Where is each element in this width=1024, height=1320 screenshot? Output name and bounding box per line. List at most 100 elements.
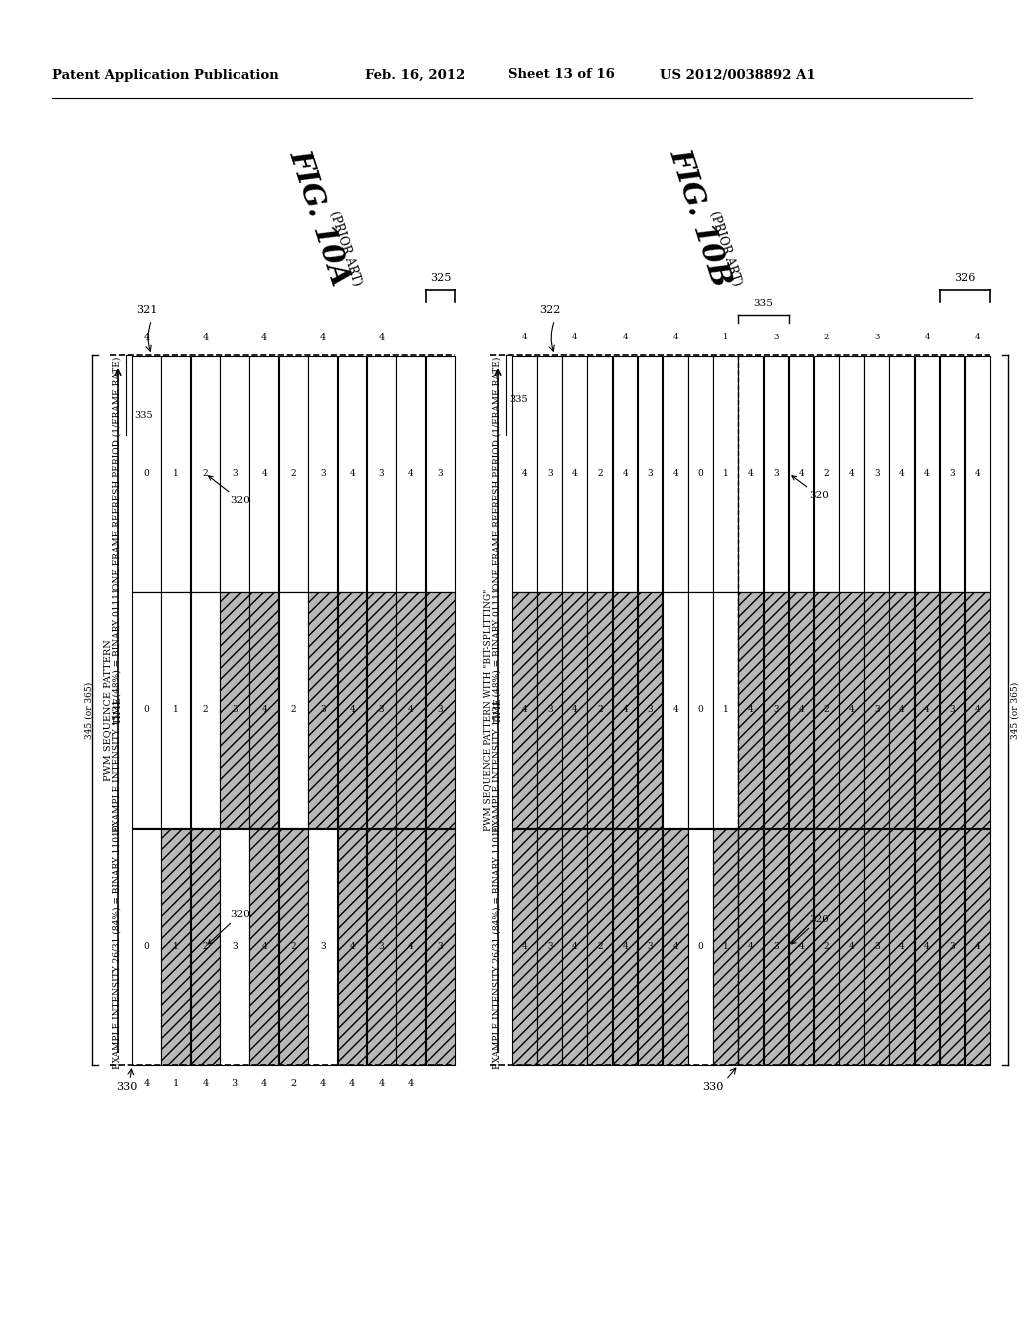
Text: 2: 2	[291, 469, 296, 478]
Bar	[512, 355, 537, 591]
Bar	[814, 829, 839, 1065]
Text: Patent Application Publication: Patent Application Publication	[52, 69, 279, 82]
Text: 1: 1	[173, 705, 179, 714]
Text: 1: 1	[723, 705, 729, 714]
Text: 322: 322	[539, 305, 560, 315]
Bar	[914, 355, 939, 591]
Text: 4: 4	[849, 469, 854, 478]
Text: 0: 0	[697, 705, 703, 714]
Bar	[338, 593, 367, 829]
Bar	[426, 593, 455, 829]
Text: 4: 4	[623, 705, 628, 714]
Bar	[338, 355, 367, 591]
Text: (PRIOR ART): (PRIOR ART)	[707, 209, 743, 286]
Text: 4: 4	[849, 942, 854, 952]
Bar	[562, 355, 587, 591]
Text: 4: 4	[925, 942, 930, 952]
Bar	[538, 593, 562, 829]
Bar	[764, 593, 788, 829]
Text: 4: 4	[975, 333, 980, 341]
Bar	[367, 593, 395, 829]
Bar	[612, 829, 637, 1065]
Bar	[367, 355, 395, 591]
Text: 4: 4	[975, 469, 980, 478]
Text: 326: 326	[954, 273, 976, 282]
Text: ONE FRAME REFRESH PERIOD (1/FRAME RATE): ONE FRAME REFRESH PERIOD (1/FRAME RATE)	[113, 356, 122, 590]
Bar	[764, 355, 788, 591]
Text: 335: 335	[134, 411, 153, 420]
Bar	[814, 593, 839, 829]
Text: 4: 4	[572, 333, 578, 341]
Text: 4: 4	[799, 469, 804, 478]
Text: EXAMPLE INTENSITY 26/31 (84%) = BINARY 11010: EXAMPLE INTENSITY 26/31 (84%) = BINARY 1…	[493, 825, 502, 1069]
Text: 4: 4	[572, 705, 578, 714]
Text: 4: 4	[408, 1078, 414, 1088]
Text: 3: 3	[232, 942, 238, 952]
Text: 4: 4	[143, 333, 150, 342]
Text: 320: 320	[209, 475, 250, 506]
Text: 4: 4	[349, 469, 355, 478]
Text: 3: 3	[547, 942, 553, 952]
Bar	[162, 593, 190, 829]
Text: 4: 4	[261, 705, 267, 714]
Text: 335: 335	[754, 298, 773, 308]
Text: 4: 4	[925, 705, 930, 714]
Text: 4: 4	[349, 1078, 355, 1088]
Bar	[738, 829, 763, 1065]
Text: ONE FRAME REFRESH PERIOD (1/FRAME RATE): ONE FRAME REFRESH PERIOD (1/FRAME RATE)	[493, 356, 502, 590]
Text: 4: 4	[899, 705, 905, 714]
Text: 3: 3	[949, 942, 955, 952]
Bar	[162, 829, 190, 1065]
Text: 3: 3	[873, 705, 880, 714]
Text: 4: 4	[203, 1078, 209, 1088]
Text: 1: 1	[723, 942, 729, 952]
Bar	[338, 829, 367, 1065]
Text: 1: 1	[173, 1078, 179, 1088]
Text: 4: 4	[925, 333, 930, 341]
Text: 3: 3	[437, 469, 443, 478]
Text: 3: 3	[647, 942, 653, 952]
Bar	[638, 355, 663, 591]
Text: 2: 2	[597, 469, 603, 478]
Bar	[220, 355, 249, 591]
Text: 2: 2	[823, 705, 829, 714]
Bar	[190, 593, 219, 829]
Bar	[308, 829, 337, 1065]
Text: 335: 335	[509, 396, 527, 404]
Bar	[279, 829, 307, 1065]
Bar	[396, 829, 425, 1065]
Bar	[965, 829, 989, 1065]
Text: 4: 4	[975, 705, 980, 714]
Text: 3: 3	[379, 705, 384, 714]
Text: 4: 4	[521, 469, 527, 478]
Text: 4: 4	[899, 469, 905, 478]
Bar	[132, 355, 161, 591]
Text: 4: 4	[673, 942, 679, 952]
Bar	[279, 355, 307, 591]
Text: 4: 4	[379, 1078, 385, 1088]
Text: 3: 3	[873, 469, 880, 478]
Text: 4: 4	[409, 942, 414, 952]
Text: 2: 2	[291, 705, 296, 714]
Bar	[940, 829, 965, 1065]
Bar	[190, 829, 219, 1065]
Bar	[864, 829, 889, 1065]
Text: 2: 2	[203, 469, 208, 478]
Text: 4: 4	[975, 942, 980, 952]
Text: 0: 0	[143, 469, 150, 478]
Text: 0: 0	[697, 942, 703, 952]
Bar	[220, 829, 249, 1065]
Text: 4: 4	[799, 705, 804, 714]
Text: 320: 320	[792, 915, 828, 944]
Bar	[738, 355, 763, 591]
Text: 3: 3	[773, 333, 779, 341]
Bar	[250, 355, 279, 591]
Text: 4: 4	[409, 705, 414, 714]
Bar	[714, 593, 738, 829]
Bar	[663, 593, 687, 829]
Bar	[688, 355, 713, 591]
Text: 4: 4	[349, 942, 355, 952]
Text: 3: 3	[949, 705, 955, 714]
Text: EXAMPLE INTENSITY 15/31 (48%) = BINARY 01111: EXAMPLE INTENSITY 15/31 (48%) = BINARY 0…	[113, 587, 122, 833]
Bar	[940, 593, 965, 829]
